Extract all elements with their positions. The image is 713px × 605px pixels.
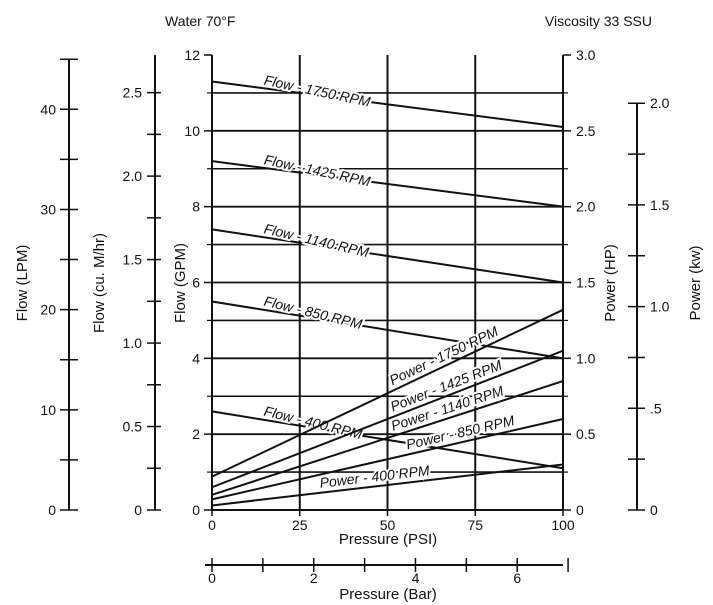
m3hr-tick-label: 0 — [134, 502, 142, 518]
m3hr-tick-label: 2.0 — [123, 168, 143, 184]
gpm-tick-label: 2 — [192, 426, 200, 442]
m3hr-tick-label: 2.5 — [123, 85, 143, 101]
power-series-line — [211, 380, 564, 496]
kw-tick-label: 1.0 — [650, 299, 670, 315]
gpm-tick-label: 6 — [192, 275, 200, 291]
psi-tick-label: 0 — [208, 517, 216, 533]
kw-axis-label: Power (kw) — [687, 245, 704, 320]
psi-tick-label: 50 — [380, 517, 396, 533]
hp-tick-label: 0.5 — [576, 426, 596, 442]
gpm-axis-label: Flow (GPM) — [172, 243, 189, 323]
lpm-tick-label: 0 — [48, 502, 56, 518]
kw-tick-label: 1.5 — [650, 197, 670, 213]
flow-series-line — [211, 300, 564, 360]
bar-axis-label: Pressure (Bar) — [339, 586, 437, 603]
hp-tick-label: 2.5 — [576, 123, 596, 139]
psi-tick-label: 75 — [467, 517, 483, 533]
power-series-line — [211, 349, 564, 489]
gpm-tick-label: 0 — [192, 502, 200, 518]
hp-axis-label: Power (HP) — [602, 244, 619, 322]
header-left: Water 70°F — [165, 13, 235, 29]
lpm-tick-label: 20 — [40, 302, 56, 318]
kw-tick-label: .5 — [650, 400, 662, 416]
gpm-tick-label: 8 — [192, 199, 200, 215]
power-series-line — [211, 418, 564, 501]
flow-series-line — [211, 410, 564, 470]
gpm-tick-label: 12 — [184, 47, 200, 63]
bar-tick-label: 2 — [310, 570, 318, 586]
gpm-tick-label: 10 — [184, 123, 200, 139]
kw-tick-label: 2.0 — [650, 95, 670, 111]
hp-tick-label: 1.0 — [576, 350, 596, 366]
hp-tick-label: 2.0 — [576, 199, 596, 215]
m3hr-tick-label: 1.5 — [123, 252, 143, 268]
flow-series-line — [211, 80, 564, 129]
lpm-tick-label: 40 — [40, 101, 56, 117]
bar-tick-label: 6 — [513, 570, 521, 586]
bar-tick-label: 0 — [208, 570, 216, 586]
hp-tick-label: 3.0 — [576, 47, 596, 63]
flow-series-line — [211, 228, 564, 284]
lpm-tick-label: 30 — [40, 201, 56, 217]
lpm-tick-label: 10 — [40, 402, 56, 418]
flow-series-label: Flow - 1750 RPM — [263, 72, 372, 110]
lpm-axis-label: Flow (LPM) — [14, 245, 31, 322]
header-right: Viscosity 33 SSU — [545, 13, 652, 29]
m3hr-tick-label: 0.5 — [123, 419, 143, 435]
bar-tick-label: 4 — [412, 570, 420, 586]
kw-tick-label: 0 — [650, 502, 658, 518]
m3hr-axis-label: Flow (cu. M/hr) — [91, 233, 108, 333]
psi-tick-label: 100 — [551, 517, 575, 533]
power-series-line — [211, 463, 564, 507]
m3hr-tick-label: 1.0 — [123, 335, 143, 351]
hp-tick-label: 0 — [576, 502, 584, 518]
psi-axis-label: Pressure (PSI) — [339, 531, 437, 548]
psi-tick-label: 25 — [292, 517, 308, 533]
flow-series-line — [211, 160, 564, 208]
flow-series-label: Flow - 1425 RPM — [263, 151, 372, 189]
power-series-line — [211, 308, 564, 478]
gpm-tick-label: 4 — [192, 350, 200, 366]
hp-tick-label: 1.5 — [576, 275, 596, 291]
